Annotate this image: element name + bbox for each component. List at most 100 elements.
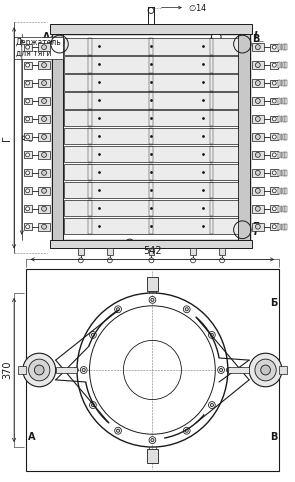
Circle shape: [206, 28, 207, 30]
Bar: [210, 200, 214, 216]
Bar: [24, 205, 32, 212]
Bar: [278, 224, 280, 229]
Circle shape: [26, 189, 30, 193]
Circle shape: [255, 63, 260, 67]
Bar: [252, 43, 264, 51]
Bar: [281, 206, 283, 212]
Circle shape: [272, 189, 276, 193]
Bar: [283, 224, 285, 229]
Circle shape: [191, 258, 196, 263]
Circle shape: [73, 368, 78, 373]
Circle shape: [230, 28, 232, 30]
Bar: [88, 200, 92, 216]
Circle shape: [59, 27, 64, 31]
Circle shape: [229, 27, 233, 31]
Bar: [278, 44, 280, 50]
Circle shape: [75, 369, 77, 371]
Circle shape: [181, 28, 183, 30]
Circle shape: [151, 283, 154, 285]
Circle shape: [145, 27, 149, 31]
Bar: [38, 115, 50, 123]
Circle shape: [85, 242, 87, 245]
Text: I: I: [37, 39, 41, 49]
Bar: [78, 248, 84, 255]
Text: Б: Б: [252, 222, 260, 232]
Bar: [283, 170, 285, 176]
Bar: [52, 34, 63, 240]
Circle shape: [90, 332, 96, 338]
Circle shape: [255, 117, 260, 121]
Circle shape: [150, 242, 153, 245]
Circle shape: [83, 241, 88, 246]
Bar: [64, 110, 237, 126]
Circle shape: [93, 27, 97, 31]
Bar: [38, 151, 50, 159]
Bar: [281, 170, 283, 176]
Bar: [283, 80, 285, 86]
Circle shape: [42, 206, 47, 211]
Circle shape: [122, 27, 127, 31]
Circle shape: [193, 241, 197, 246]
Circle shape: [240, 28, 241, 30]
Circle shape: [210, 403, 213, 407]
Circle shape: [272, 153, 276, 157]
Bar: [228, 367, 249, 373]
Circle shape: [240, 369, 242, 371]
Bar: [38, 79, 50, 87]
Bar: [271, 62, 278, 68]
Bar: [190, 248, 196, 255]
Bar: [26, 269, 279, 471]
Bar: [38, 61, 50, 69]
Circle shape: [83, 28, 85, 30]
Bar: [56, 367, 77, 373]
Bar: [210, 146, 214, 162]
Bar: [88, 38, 92, 54]
Bar: [252, 223, 264, 231]
Circle shape: [261, 365, 271, 375]
Bar: [285, 44, 287, 50]
Circle shape: [26, 135, 30, 139]
Circle shape: [255, 98, 260, 104]
Bar: [281, 44, 283, 50]
Circle shape: [149, 258, 154, 263]
Circle shape: [133, 28, 135, 30]
Bar: [64, 200, 237, 216]
Circle shape: [66, 241, 71, 246]
Bar: [24, 62, 32, 68]
Circle shape: [149, 437, 156, 443]
Circle shape: [91, 403, 94, 407]
Circle shape: [159, 28, 161, 30]
Circle shape: [132, 27, 136, 31]
Circle shape: [151, 439, 154, 442]
Bar: [210, 218, 214, 234]
Circle shape: [272, 117, 276, 121]
Text: A: A: [42, 32, 50, 40]
Bar: [148, 248, 154, 255]
Circle shape: [42, 63, 47, 67]
Bar: [252, 151, 264, 159]
Circle shape: [194, 28, 196, 30]
Bar: [285, 188, 287, 194]
Text: —: —: [256, 38, 263, 44]
Circle shape: [146, 28, 148, 30]
Circle shape: [255, 206, 260, 211]
Circle shape: [26, 117, 30, 121]
Bar: [149, 128, 153, 145]
Bar: [252, 97, 264, 105]
Bar: [281, 98, 283, 104]
Bar: [210, 74, 214, 91]
Text: A: A: [28, 432, 35, 442]
Circle shape: [94, 28, 96, 30]
Bar: [149, 74, 153, 91]
Bar: [278, 188, 280, 194]
Bar: [283, 134, 285, 140]
Circle shape: [58, 44, 60, 46]
Bar: [281, 80, 283, 86]
Bar: [283, 62, 285, 68]
Circle shape: [107, 258, 112, 263]
Circle shape: [42, 170, 47, 175]
Circle shape: [26, 207, 30, 211]
Circle shape: [117, 308, 119, 311]
Bar: [24, 169, 32, 176]
Bar: [278, 80, 280, 86]
